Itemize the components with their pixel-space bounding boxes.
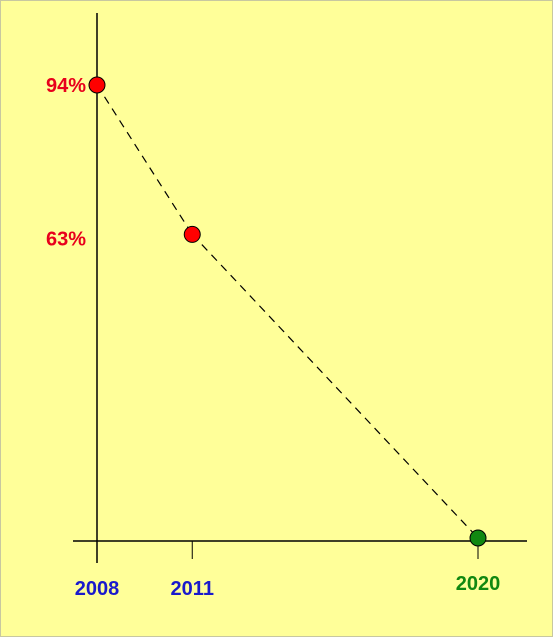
data-point	[469, 529, 487, 547]
data-point	[183, 225, 201, 243]
data-label: 94%	[46, 75, 86, 97]
x-tick-label: 2020	[456, 573, 501, 595]
x-tick-label: 2011	[171, 578, 214, 600]
connector-line	[96, 84, 193, 235]
x-tick-label: 2008	[75, 578, 120, 600]
data-label: 63%	[46, 228, 86, 250]
data-point	[88, 76, 106, 94]
